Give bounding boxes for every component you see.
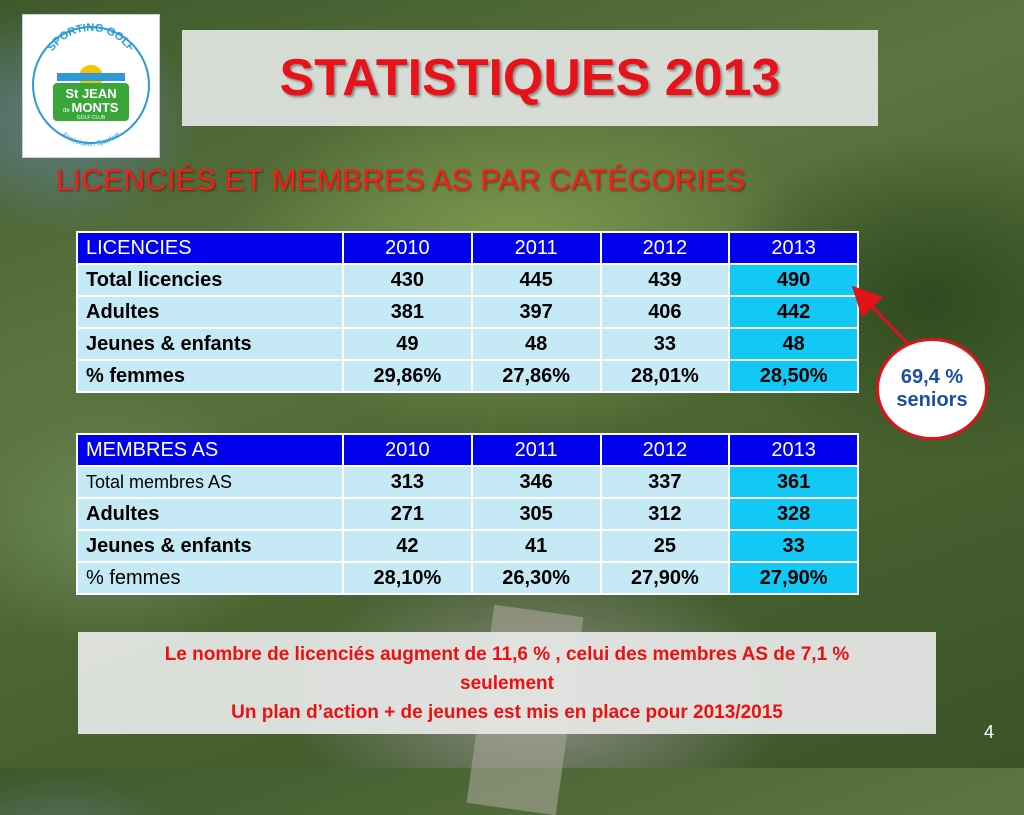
table-header-cell: 2011 bbox=[470, 433, 602, 467]
table-cell: 439 bbox=[599, 263, 731, 297]
table-cell: 48 bbox=[470, 327, 602, 361]
table-row: Total membres AS 313 346 337 361 bbox=[76, 465, 859, 499]
logo-main-small: de bbox=[63, 108, 70, 114]
table-cell: 42 bbox=[342, 529, 473, 563]
table-cell: 33 bbox=[599, 327, 731, 361]
table-row: Total licencies 430 445 439 490 bbox=[76, 263, 859, 297]
table-cell: 27,86% bbox=[470, 359, 602, 393]
table-header-cell: 2012 bbox=[599, 433, 731, 467]
table-header-cell: 2013 bbox=[728, 433, 859, 467]
table-cell: 312 bbox=[599, 497, 731, 531]
table-header-cell: MEMBRES AS bbox=[76, 433, 344, 467]
table-cell-highlight: 361 bbox=[728, 465, 859, 499]
licences-table: LICENCIES 2010 2011 2012 2013 Total lice… bbox=[76, 231, 859, 393]
table-cell-highlight: 442 bbox=[728, 295, 859, 329]
row-label: Jeunes & enfants bbox=[76, 529, 344, 563]
row-label: % femmes bbox=[76, 359, 344, 393]
table-cell: 406 bbox=[599, 295, 731, 329]
table-cell: 445 bbox=[470, 263, 602, 297]
table-cell: 381 bbox=[342, 295, 473, 329]
page-number: 4 bbox=[984, 722, 995, 742]
table-cell: 346 bbox=[470, 465, 602, 499]
table-cell-highlight: 33 bbox=[728, 529, 859, 563]
table-header-cell: 2010 bbox=[342, 231, 473, 265]
table-row: Adultes 271 305 312 328 bbox=[76, 497, 859, 531]
table-header-cell: LICENCIES bbox=[76, 231, 344, 265]
table-cell: 26,30% bbox=[470, 561, 602, 595]
table-cell-highlight: 27,90% bbox=[728, 561, 859, 595]
table-cell: 49 bbox=[342, 327, 473, 361]
logo-club-text: GOLF CLUB bbox=[77, 115, 106, 121]
table-row: Jeunes & enfants 49 48 33 48 bbox=[76, 327, 859, 361]
club-logo-image: SPORTING GOLF St JEAN de MONTS GOLF CLUB… bbox=[32, 22, 150, 148]
note-line-3: Un plan d’action + de jeunes est mis en … bbox=[231, 701, 783, 723]
table-header-row: LICENCIES 2010 2011 2012 2013 bbox=[76, 231, 859, 265]
summary-note: Le nombre de licenciés augment de 11,6 %… bbox=[78, 632, 936, 734]
table-cell: 397 bbox=[470, 295, 602, 329]
table-cell: 28,10% bbox=[342, 561, 473, 595]
table-cell: 41 bbox=[470, 529, 602, 563]
membres-table: MEMBRES AS 2010 2011 2012 2013 Total mem… bbox=[76, 433, 859, 595]
table-cell-highlight: 490 bbox=[728, 263, 859, 297]
row-label: Adultes bbox=[76, 497, 344, 531]
club-logo: SPORTING GOLF St JEAN de MONTS GOLF CLUB… bbox=[22, 14, 160, 158]
table-cell: 271 bbox=[342, 497, 473, 531]
row-label: % femmes bbox=[76, 561, 344, 595]
table-header-cell: 2010 bbox=[342, 433, 473, 467]
title-banner: STATISTIQUES 2013 bbox=[182, 30, 878, 126]
row-label: Total membres AS bbox=[76, 465, 344, 499]
row-label: Jeunes & enfants bbox=[76, 327, 344, 361]
table-cell: 25 bbox=[599, 529, 731, 563]
table-cell: 337 bbox=[599, 465, 731, 499]
table-cell: 27,90% bbox=[599, 561, 731, 595]
row-label: Adultes bbox=[76, 295, 344, 329]
table-cell-highlight: 328 bbox=[728, 497, 859, 531]
table-cell: 305 bbox=[470, 497, 602, 531]
callout-label: seniors bbox=[896, 389, 968, 411]
seniors-callout: 69,4 % seniors bbox=[876, 338, 988, 440]
callout-percentage: 69,4 % bbox=[900, 366, 964, 388]
table-row: % femmes 29,86% 27,86% 28,01% 28,50% bbox=[76, 359, 859, 393]
table-row: Jeunes & enfants 42 41 25 33 bbox=[76, 529, 859, 563]
table-row: Adultes 381 397 406 442 bbox=[76, 295, 859, 329]
table-cell-highlight: 48 bbox=[728, 327, 859, 361]
row-label: Total licencies bbox=[76, 263, 344, 297]
table-row: % femmes 28,10% 26,30% 27,90% 27,90% bbox=[76, 561, 859, 595]
table-cell-highlight: 28,50% bbox=[728, 359, 859, 393]
logo-main-line2: MONTS bbox=[72, 100, 119, 115]
logo-main-line1: St JEAN bbox=[65, 86, 116, 101]
table-header-cell: 2013 bbox=[728, 231, 859, 265]
table-cell: 313 bbox=[342, 465, 473, 499]
table-cell: 430 bbox=[342, 263, 473, 297]
table-cell: 28,01% bbox=[599, 359, 731, 393]
table-cell: 29,86% bbox=[342, 359, 473, 393]
page-title: STATISTIQUES 2013 bbox=[279, 49, 781, 107]
table-header-cell: 2012 bbox=[599, 231, 731, 265]
note-line-1: Le nombre de licenciés augment de 11,6 %… bbox=[164, 643, 850, 665]
section-subtitle: LICENCIÉS ET MEMBRES AS PAR CATÉGORIES bbox=[56, 164, 746, 197]
table-header-row: MEMBRES AS 2010 2011 2012 2013 bbox=[76, 433, 859, 467]
note-line-2: seulement bbox=[460, 672, 554, 694]
table-header-cell: 2011 bbox=[470, 231, 602, 265]
